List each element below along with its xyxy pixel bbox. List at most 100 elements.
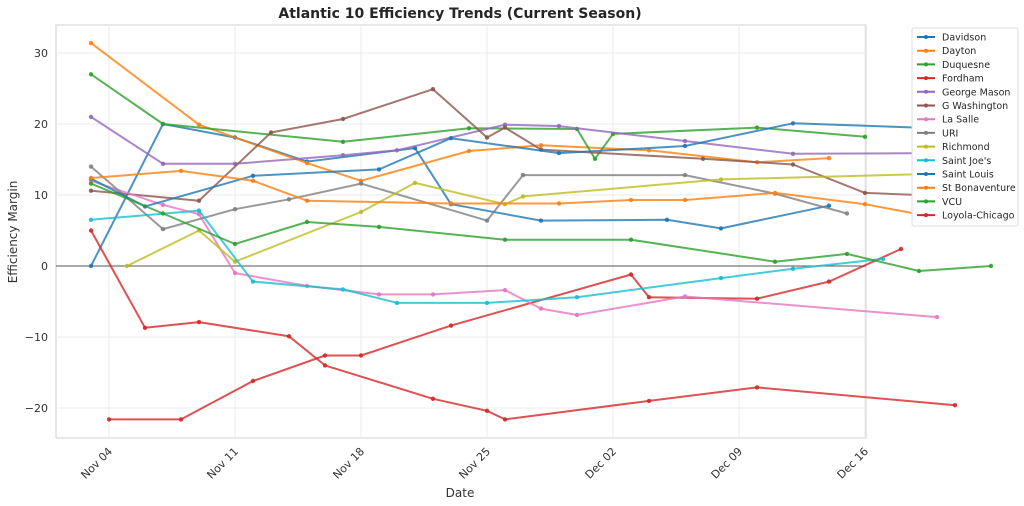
- data-point: [322, 353, 328, 358]
- legend-item: Saint Louis: [917, 170, 994, 181]
- legend-label: G Washington: [942, 101, 1008, 112]
- data-point: [340, 116, 346, 122]
- data-point: [772, 259, 778, 264]
- data-point: [124, 263, 130, 269]
- data-point: [88, 217, 94, 222]
- data-point: [664, 217, 670, 222]
- data-point: [322, 363, 328, 368]
- x-tick-label: Nov 18: [330, 445, 367, 482]
- series-line: [90, 88, 938, 202]
- series-line: [90, 123, 830, 267]
- data-point: [250, 178, 256, 183]
- series-saint-joe-s: [88, 208, 886, 306]
- data-point: [844, 251, 850, 257]
- series-st-bonaventure: [88, 168, 940, 220]
- x-tick-label: Dec 16: [835, 445, 872, 482]
- legend-item: Fordham: [917, 74, 984, 85]
- legend-item: La Salle: [917, 115, 979, 126]
- data-point: [754, 385, 760, 390]
- data-point: [718, 226, 724, 231]
- data-point: [826, 203, 832, 208]
- data-point: [232, 270, 238, 276]
- legend-label: VCU: [942, 197, 962, 208]
- legend-label: URI: [942, 128, 958, 139]
- legend-item: Davidson: [917, 33, 986, 44]
- data-point: [250, 279, 256, 284]
- data-point: [196, 208, 202, 213]
- data-point: [160, 161, 166, 166]
- data-point: [88, 188, 94, 193]
- data-point: [574, 312, 580, 318]
- data-point: [160, 211, 166, 216]
- data-point: [826, 279, 832, 284]
- legend-marker: [924, 62, 928, 67]
- legend-marker: [924, 130, 928, 135]
- data-point: [862, 202, 868, 207]
- legend-marker: [924, 48, 928, 53]
- legend-marker: [924, 172, 928, 176]
- legend-item: URI: [917, 128, 958, 139]
- legend-label: George Mason: [942, 87, 1010, 98]
- data-point: [88, 40, 94, 46]
- y-axis-label: Efficiency Margin: [6, 181, 20, 284]
- data-point: [88, 263, 94, 269]
- data-point: [268, 130, 274, 135]
- data-point: [160, 121, 166, 127]
- data-point: [340, 139, 346, 144]
- legend-item: George Mason: [917, 87, 1010, 98]
- legend-marker: [924, 213, 928, 218]
- data-point: [538, 143, 544, 148]
- data-point: [430, 87, 436, 92]
- data-point: [628, 272, 634, 277]
- data-point: [232, 241, 238, 247]
- data-point: [538, 306, 544, 311]
- series-loyola-chicago: [88, 228, 958, 422]
- data-point: [358, 209, 364, 215]
- legend-label: Saint Joe's: [942, 156, 991, 167]
- x-tick-label: Dec 09: [709, 445, 746, 482]
- data-point: [358, 181, 364, 186]
- data-point: [340, 287, 346, 292]
- data-point: [520, 172, 526, 178]
- data-point: [196, 198, 202, 203]
- data-point: [502, 287, 508, 293]
- legend-item: St Bonaventure: [917, 183, 1016, 194]
- data-point: [358, 353, 364, 358]
- data-point: [790, 266, 796, 271]
- data-point: [484, 135, 490, 140]
- data-point: [718, 275, 724, 281]
- legend-marker: [924, 158, 928, 163]
- data-point: [106, 417, 112, 422]
- series-line: [90, 179, 938, 319]
- data-point: [448, 136, 454, 141]
- legend-label: Dayton: [942, 46, 976, 57]
- data-point: [286, 197, 292, 202]
- data-point: [412, 180, 418, 186]
- data-point: [628, 237, 634, 242]
- data-point: [592, 156, 598, 161]
- data-point: [430, 396, 436, 401]
- data-point: [880, 256, 886, 262]
- data-point: [466, 126, 472, 131]
- data-point: [88, 175, 94, 181]
- data-point: [682, 172, 688, 178]
- legend-label: St Bonaventure: [942, 183, 1016, 194]
- data-point: [178, 168, 184, 174]
- legend-item: Dayton: [917, 46, 976, 57]
- data-point: [430, 292, 436, 297]
- data-point: [718, 177, 724, 182]
- legend-label: Loyola-Chicago: [942, 211, 1015, 222]
- legend-label: Fordham: [942, 74, 984, 85]
- data-point: [484, 300, 490, 306]
- data-point: [232, 207, 238, 212]
- y-ticks: −20 −10 0 10 20 30: [25, 47, 48, 415]
- data-point: [286, 334, 292, 339]
- data-point: [754, 125, 760, 130]
- data-point: [790, 151, 796, 156]
- legend-label: Davidson: [942, 33, 986, 44]
- data-point: [916, 268, 922, 274]
- legend-label: Richmond: [942, 142, 990, 153]
- data-point: [196, 122, 202, 127]
- data-point: [88, 181, 94, 186]
